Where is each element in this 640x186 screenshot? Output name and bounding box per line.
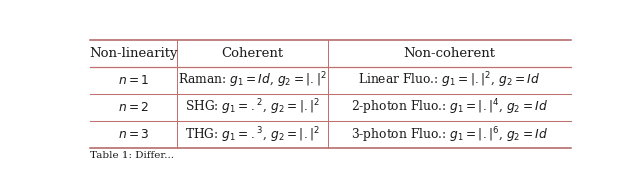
Text: Non-linearity: Non-linearity [89, 47, 177, 60]
Text: Non-coherent: Non-coherent [404, 47, 495, 60]
Text: Coherent: Coherent [221, 47, 284, 60]
Text: SHG: $g_1 = .^2$, $g_2 = |.|^2$: SHG: $g_1 = .^2$, $g_2 = |.|^2$ [185, 98, 320, 117]
Text: 3-photon Fluo.: $g_1 = |.|^6$, $g_2 = Id$: 3-photon Fluo.: $g_1 = |.|^6$, $g_2 = Id… [351, 125, 548, 145]
Text: Raman: $g_1 = Id$, $g_2 = |.|^2$: Raman: $g_1 = Id$, $g_2 = |.|^2$ [178, 70, 327, 90]
Text: Linear Fluo.: $g_1 = |.|^2$, $g_2 = Id$: Linear Fluo.: $g_1 = |.|^2$, $g_2 = Id$ [358, 70, 541, 90]
Text: 2-photon Fluo.: $g_1 = |.|^4$, $g_2 = Id$: 2-photon Fluo.: $g_1 = |.|^4$, $g_2 = Id… [351, 98, 548, 117]
Text: $n = 1$: $n = 1$ [118, 74, 149, 87]
Text: $n = 2$: $n = 2$ [118, 101, 149, 114]
Text: $n = 3$: $n = 3$ [118, 128, 149, 141]
Text: Table 1: Differ...: Table 1: Differ... [90, 151, 174, 160]
Text: THG: $g_1 = .^3$, $g_2 = |.|^2$: THG: $g_1 = .^3$, $g_2 = |.|^2$ [185, 125, 320, 145]
